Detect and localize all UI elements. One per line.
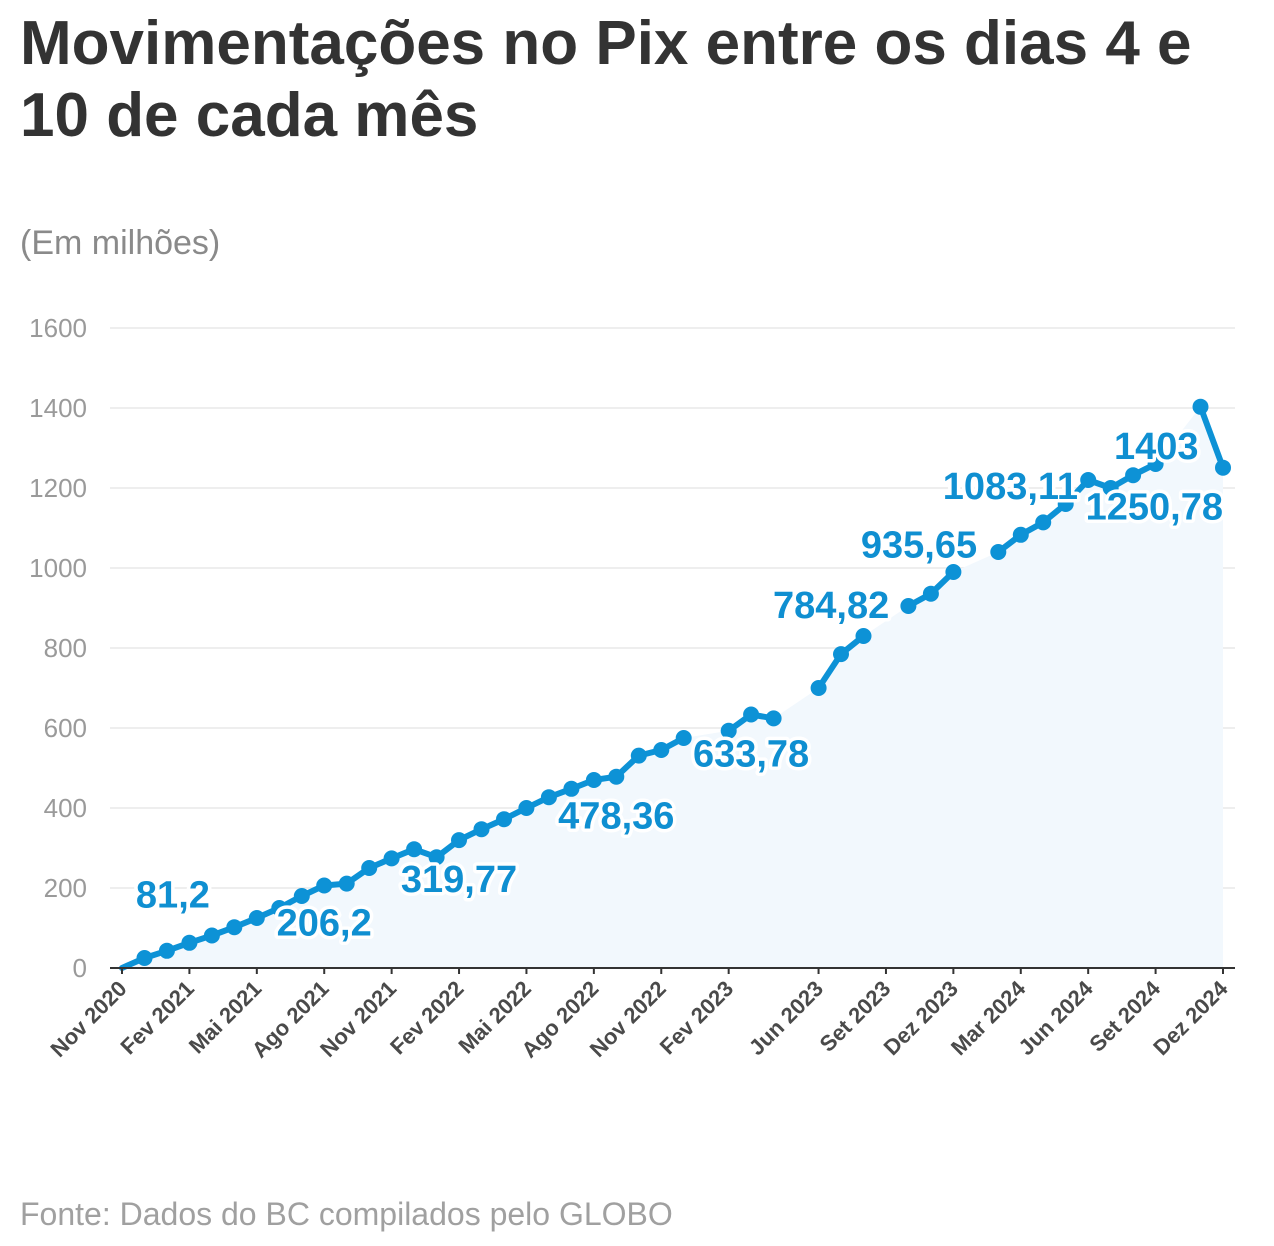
data-label: 319,77 — [401, 859, 517, 901]
data-point — [181, 934, 198, 951]
data-point — [1147, 456, 1164, 472]
data-label: 206,2 — [277, 903, 372, 945]
series-line-segment — [1197, 403, 1226, 471]
area-fill — [122, 406, 1223, 968]
data-point — [720, 722, 737, 739]
data-label: 81,2 — [136, 875, 210, 917]
data-point — [1102, 480, 1119, 496]
y-tick-label: 600 — [44, 713, 87, 743]
data-point — [226, 919, 243, 936]
data-point — [361, 860, 378, 876]
data-point — [136, 950, 153, 966]
data-point — [383, 850, 400, 867]
data-point — [900, 598, 917, 614]
data-point — [922, 585, 939, 602]
data-point — [675, 730, 692, 746]
data-point — [563, 780, 580, 797]
data-point — [945, 564, 962, 580]
data-point — [1080, 472, 1097, 488]
gridlines — [110, 327, 1235, 889]
y-tick-label: 1000 — [29, 553, 87, 583]
y-tick-label: 400 — [44, 793, 87, 823]
data-labels: 81,2 206,2 319,77 478,36 633,78 784,82 935,65 1… — [132, 422, 1226, 948]
data-point — [540, 789, 557, 806]
data-label: 478,36 — [558, 796, 674, 838]
data-point — [203, 927, 220, 944]
data-point — [990, 544, 1007, 560]
data-point — [1057, 496, 1074, 512]
data-point — [248, 910, 265, 926]
y-tick-label: 1200 — [29, 473, 87, 503]
data-point — [406, 841, 423, 858]
chart-subtitle: (Em milhões) — [20, 224, 221, 262]
data-point — [293, 888, 310, 904]
data-label: 1083,11 — [943, 466, 1078, 508]
data-label: 784,82 — [773, 585, 889, 627]
x-tick-label: Fev 2023 — [655, 976, 738, 1059]
data-point — [428, 849, 445, 866]
data-point — [855, 628, 872, 644]
y-tick-label: 800 — [44, 633, 87, 663]
data-point — [810, 680, 827, 696]
y-tick-label: 1600 — [29, 313, 87, 343]
data-label: 1403 — [1114, 426, 1199, 468]
x-tick-label: Fev 2022 — [385, 976, 468, 1059]
data-point — [833, 646, 849, 663]
data-point — [1215, 459, 1231, 476]
data-point — [473, 821, 490, 838]
source-note: Fonte: Dados do BC compilados pelo GLOBO — [20, 1196, 673, 1232]
data-point — [765, 710, 782, 727]
data-point — [743, 706, 760, 723]
data-point — [271, 900, 288, 916]
data-label: 633,78 — [693, 734, 809, 776]
data-point — [608, 768, 625, 785]
data-point — [653, 742, 670, 758]
data-point — [451, 832, 467, 849]
data-point — [630, 747, 647, 764]
chart-title: Movimentações no Pix entre os dias 4 e 1… — [20, 9, 1192, 150]
x-tick-label: Fev 2021 — [116, 976, 199, 1059]
data-point — [1012, 526, 1029, 543]
data-point — [1192, 398, 1209, 415]
data-point — [496, 811, 512, 828]
y-axis-ticks: 0 200 400 600 800 1000 1200 1400 1600 — [29, 313, 87, 983]
data-point — [1035, 514, 1052, 531]
data-point — [338, 875, 355, 892]
data-point — [585, 772, 602, 788]
x-tick-label: Dez 2024 — [1148, 975, 1233, 1060]
data-point — [158, 942, 175, 959]
y-tick-label: 200 — [44, 873, 87, 903]
data-points — [136, 398, 1231, 966]
data-point — [316, 877, 333, 894]
x-tick-label: Nov 2020 — [46, 976, 132, 1062]
data-point — [1125, 467, 1142, 484]
x-tick-label: Jun 2023 — [744, 976, 828, 1060]
y-tick-label: 0 — [73, 953, 87, 983]
y-tick-label: 1400 — [29, 393, 87, 423]
data-point — [518, 800, 535, 816]
data-label: 1250,78 — [1086, 487, 1223, 529]
x-tick-label: Jun 2024 — [1013, 975, 1098, 1060]
data-label: 935,65 — [861, 525, 977, 567]
